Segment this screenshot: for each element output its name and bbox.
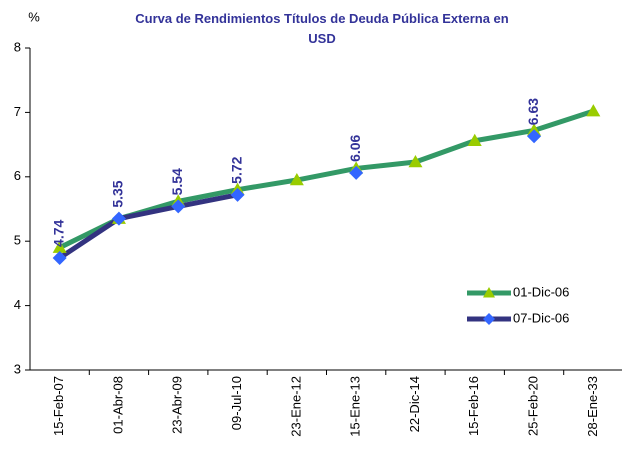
- x-tick-label: 09-Jul-10: [229, 376, 244, 430]
- x-tick-label: 23-Abr-09: [170, 376, 185, 434]
- point-marker: [52, 250, 67, 265]
- point-marker: [171, 199, 186, 214]
- data-label: 6.06: [347, 134, 363, 161]
- x-tick-label: 15-Feb-07: [51, 376, 66, 436]
- legend-label: 01-Dic-06: [513, 284, 569, 299]
- legend-marker: [483, 287, 495, 298]
- x-tick-label: 22-Dic-14: [407, 376, 422, 432]
- x-tick-label: 28-Ene-33: [585, 376, 600, 437]
- point-marker: [408, 154, 423, 168]
- series-line: [58, 108, 595, 250]
- y-tick-label: 7: [14, 104, 21, 119]
- y-tick-label: 6: [14, 168, 21, 183]
- x-tick-label: 01-Abr-08: [110, 376, 125, 434]
- point-marker: [349, 165, 364, 180]
- point-marker: [52, 240, 67, 253]
- point-marker: [586, 104, 601, 117]
- point-marker: [527, 129, 542, 144]
- point-marker: [289, 173, 304, 186]
- x-tick-label: 15-Ene-13: [348, 376, 363, 437]
- x-tick-label: 15-Feb-16: [466, 376, 481, 436]
- legend-label: 07-Dic-06: [513, 310, 569, 325]
- data-label: 6.63: [525, 98, 541, 125]
- x-tick-label: 23-Ene-12: [288, 376, 303, 437]
- y-tick-label: 4: [14, 297, 21, 312]
- point-marker: [467, 133, 482, 146]
- data-label: 5.35: [110, 180, 126, 207]
- legend-marker: [483, 313, 495, 325]
- series-line: [60, 136, 534, 258]
- y-axis-label: %: [28, 9, 40, 24]
- data-label: 5.54: [169, 168, 185, 195]
- chart-title: Curva de Rendimientos Títulos de Deuda P…: [135, 11, 509, 46]
- point-marker: [111, 211, 126, 226]
- point-marker: [230, 187, 245, 202]
- data-label: 4.74: [50, 219, 66, 246]
- y-tick-label: 5: [14, 233, 21, 248]
- data-label: 5.72: [228, 156, 244, 183]
- x-tick-label: 25-Feb-20: [525, 376, 540, 436]
- y-tick-label: 8: [14, 39, 21, 54]
- y-tick-label: 3: [14, 361, 21, 376]
